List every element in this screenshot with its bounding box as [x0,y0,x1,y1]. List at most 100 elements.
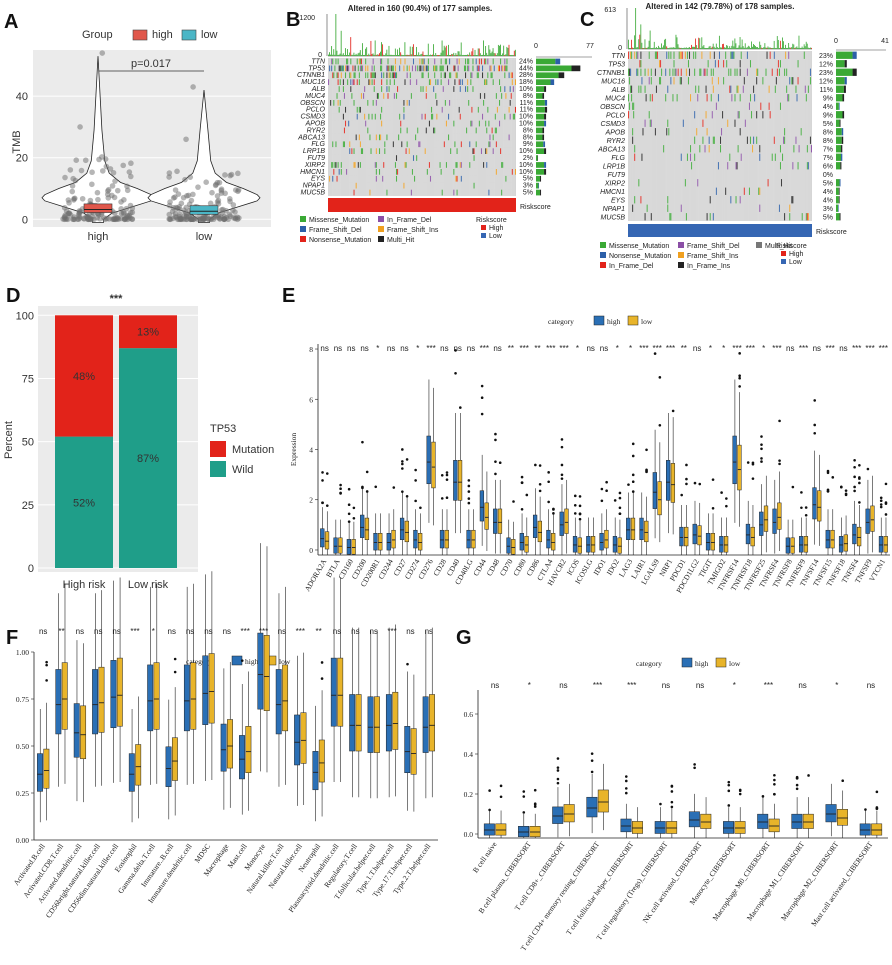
mutation-cell [340,65,342,72]
mutation-cell [365,72,367,79]
top-bar [694,46,695,49]
mutation-cell [353,148,355,154]
mutation-cell [370,72,372,79]
top-bar [758,47,760,49]
mutation-cell [337,100,339,106]
mutation-cell [448,134,450,141]
mutation-cell [458,58,460,65]
top-bar [354,54,356,56]
top-bar [504,54,506,56]
top-bar [493,53,495,56]
mutation-cell [731,51,733,59]
mutation-cell [399,113,401,120]
top-bar [428,54,430,56]
mutation-cell [351,93,353,99]
right-bar [536,58,556,65]
mutation-cell [387,93,389,99]
mutation-cell [395,93,398,99]
a-point [225,216,231,223]
mutation-cell [392,141,394,148]
mutation-cell [344,72,347,79]
top-bar [787,47,789,49]
top-bar [661,43,662,49]
mutation-cell [656,51,658,59]
mutation-cell [475,58,477,65]
top-bar [351,54,353,56]
gene-label: MUC5B [300,190,325,197]
legend-label: Nonsense_Mutation [309,237,371,244]
top-bar [429,54,431,56]
mutation-cell [344,120,347,127]
mutation-cell [512,113,514,120]
mutation-cell [393,72,395,79]
top-bar [723,43,724,49]
top-bar [380,51,381,56]
right-bar [536,127,543,134]
mutation-cell [480,58,483,65]
a-point [174,168,180,175]
mutation-cell [406,100,408,106]
mutation-cell [342,79,344,85]
mutation-cell [381,120,383,127]
mutation-cell [482,113,484,120]
top-bar [676,37,678,49]
mutation-cell [392,65,394,72]
top-bar [697,47,699,49]
top-bar [673,47,675,49]
top-bar [743,47,745,49]
top-bar [361,43,363,56]
mutation-cell [380,134,382,141]
a-point [124,212,131,219]
a-point [222,172,228,178]
mutation-cell [333,100,335,106]
top-bar [401,54,403,56]
top-bar [720,47,721,49]
mutation-cell [456,148,458,154]
top-bar [742,46,744,49]
top-bar [663,45,664,49]
mutation-cell [456,162,458,168]
mutation-cell [427,58,429,65]
right-bar-other [542,127,545,134]
top-bar [641,42,643,49]
mutation-cell [501,65,503,72]
pct-label: 5% [523,176,533,183]
mutation-cell [434,72,436,79]
top-bar [476,54,478,56]
pct-label: 8% [523,134,533,141]
top-bar [458,51,460,56]
mutation-cell [394,72,396,79]
mutation-cell [353,162,355,168]
top-bar [669,47,671,49]
mutation-cell [439,162,441,168]
top-bar [432,54,433,56]
mutation-cell [375,175,377,182]
mutation-cell [467,79,469,85]
top-bar [339,53,341,56]
mutation-cell [445,58,447,65]
mutation-cell [492,134,494,141]
mutation-cell [485,120,487,127]
mutation-cell [508,106,510,113]
mutation-cell [356,58,358,65]
a-point [112,178,118,184]
top-bar [795,47,797,49]
mutation-cell [381,79,383,85]
top-bar [768,47,770,49]
pct-label: 10% [519,121,533,128]
top-bar [478,48,480,56]
c-title: Altered in 142 (79.78%) of 178 samples. [646,2,795,11]
mutation-cell [501,93,503,99]
right-bar-other [558,72,565,79]
top-bar [796,46,798,49]
top-bar [475,54,477,56]
right-bar-other [543,141,546,148]
top-bar [337,54,339,56]
top-bar [786,47,787,49]
top-bar [771,47,773,49]
mutation-cell [365,58,367,65]
top-bar [651,48,653,49]
pct-label: 10% [519,148,533,155]
mutation-cell [456,72,458,79]
top-bar [803,44,805,49]
